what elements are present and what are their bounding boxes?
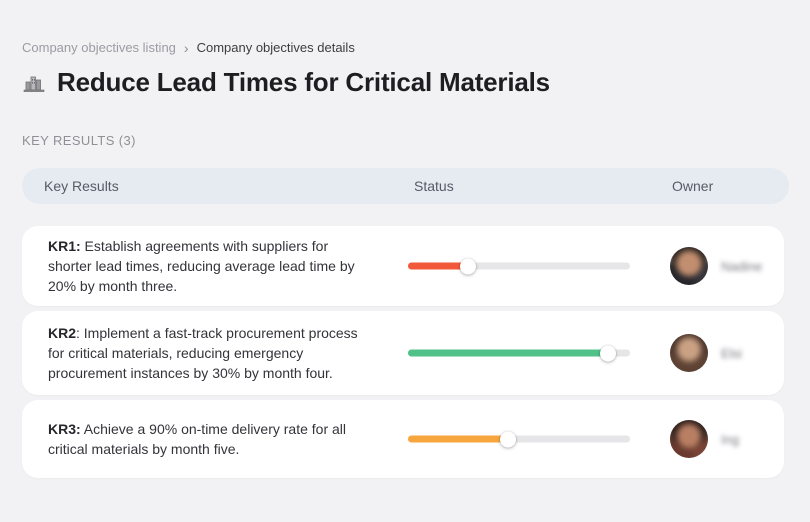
kr3-progress-slider[interactable]	[408, 431, 630, 447]
column-header-status: Status	[414, 178, 454, 194]
kr1-text: Establish agreements with suppliers for …	[48, 238, 355, 294]
kr3-owner-avatar	[670, 420, 708, 458]
kr2-description: KR2: Implement a fast-track procurement …	[48, 323, 368, 383]
kr1-owner: Nadine	[670, 247, 762, 285]
kr1-progress-fill	[408, 262, 468, 270]
kr1-progress-slider[interactable]	[408, 258, 630, 274]
kr1-slider-thumb[interactable]	[459, 258, 476, 274]
breadcrumb-current: Company objectives details	[196, 40, 355, 55]
kr2-owner-name: Elsi	[721, 345, 742, 361]
kr3-description: KR3: Achieve a 90% on-time delivery rate…	[48, 419, 368, 459]
kr2-label: KR2	[48, 325, 77, 341]
column-header-key-results: Key Results	[44, 178, 119, 194]
page-title: Reduce Lead Times for Critical Materials	[57, 67, 550, 97]
chevron-right-icon: ›	[183, 39, 189, 56]
kr1-owner-name: Nadine	[721, 258, 763, 274]
kr3-slider-thumb[interactable]	[499, 431, 516, 447]
breadcrumb-parent-link[interactable]: Company objectives listing	[22, 40, 176, 55]
table-header: Key Results Status Owner	[22, 168, 789, 204]
key-result-row-kr3[interactable]: KR3: Achieve a 90% on-time delivery rate…	[22, 400, 784, 478]
kr3-text: Achieve a 90% on-time delivery rate for …	[48, 421, 347, 457]
breadcrumb: Company objectives listing › Company obj…	[22, 40, 355, 55]
kr2-progress-fill	[408, 349, 608, 357]
buildings-icon	[22, 71, 46, 95]
kr2-slider-thumb[interactable]	[599, 345, 616, 361]
kr1-label: KR1:	[48, 238, 81, 254]
kr3-label: KR3:	[48, 421, 81, 437]
key-result-row-kr2[interactable]: KR2: Implement a fast-track procurement …	[22, 311, 784, 395]
key-result-row-kr1[interactable]: KR1: Establish agreements with suppliers…	[22, 226, 784, 306]
kr1-owner-avatar	[670, 247, 708, 285]
kr1-description: KR1: Establish agreements with suppliers…	[48, 236, 368, 296]
kr2-progress-slider[interactable]	[408, 345, 630, 361]
kr2-owner-avatar	[670, 334, 708, 372]
key-results-section-label: KEY RESULTS (3)	[22, 133, 136, 148]
key-results-list: KR1: Establish agreements with suppliers…	[22, 226, 784, 478]
column-header-owner: Owner	[672, 178, 714, 194]
kr2-text: : Implement a fast-track procurement pro…	[48, 325, 358, 381]
page-title-row: Reduce Lead Times for Critical Materials	[22, 67, 550, 98]
kr2-owner: Elsi	[670, 334, 742, 372]
kr3-progress-fill	[408, 435, 508, 443]
kr3-owner: Ing	[670, 420, 739, 458]
kr3-owner-name: Ing	[721, 431, 740, 447]
